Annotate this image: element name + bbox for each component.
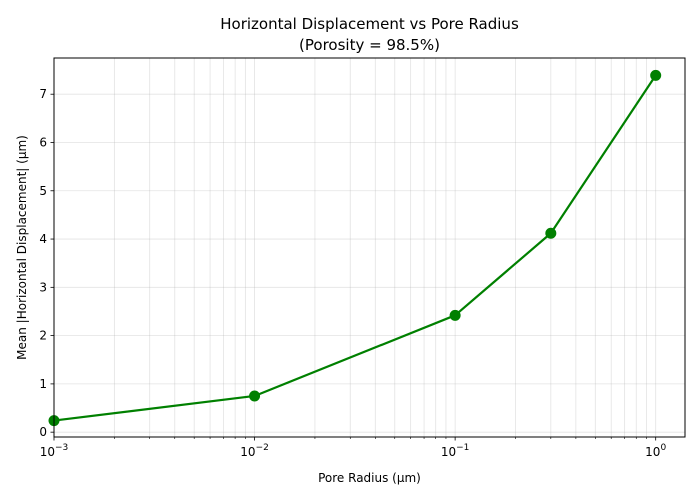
x-tick-label: 10−1: [441, 443, 470, 459]
data-point: [545, 227, 557, 239]
x-tick-label: 100: [645, 443, 666, 459]
chart-subtitle: (Porosity = 98.5%): [299, 36, 440, 54]
y-tick-label: 1: [39, 377, 47, 391]
y-axis-label: Mean |Horizontal Displacement| (μm): [15, 135, 29, 360]
grid: [53, 58, 685, 437]
data-point: [449, 309, 461, 321]
chart-title: Horizontal Displacement vs Pore Radius: [220, 15, 519, 33]
y-tick-label: 2: [39, 329, 47, 343]
y-tick-label: 0: [39, 425, 47, 439]
y-tick-label: 3: [39, 280, 47, 294]
y-tick-label: 7: [39, 87, 47, 101]
x-axis-label: Pore Radius (μm): [318, 471, 421, 485]
y-tick-label: 6: [39, 135, 47, 149]
series-layer: [48, 69, 662, 427]
y-tick-label: 4: [39, 232, 47, 246]
data-point: [650, 69, 662, 81]
x-tick-label: 10−3: [40, 443, 69, 459]
ticks: 10−3 10−2 10−1 100 0 1 2 3 4 5 6 7: [39, 87, 666, 459]
y-tick-label: 5: [39, 184, 47, 198]
x-tick-label: 10−2: [240, 443, 269, 459]
plot-frame: [53, 57, 686, 438]
data-point: [249, 390, 261, 402]
